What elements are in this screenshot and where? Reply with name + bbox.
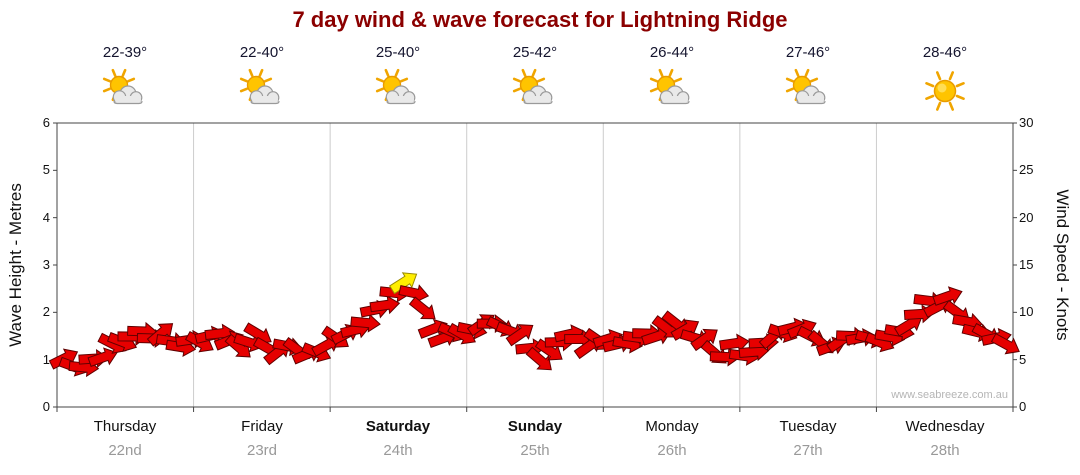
sun-cloud-icon bbox=[511, 68, 559, 116]
sun-cloud-icon bbox=[648, 68, 696, 116]
left-tick: 2 bbox=[42, 304, 50, 319]
right-tick: 30 bbox=[1019, 115, 1034, 130]
left-tick: 0 bbox=[42, 399, 50, 414]
left-tick: 5 bbox=[42, 162, 50, 177]
sun-icon bbox=[921, 68, 969, 116]
right-tick: 15 bbox=[1019, 257, 1034, 272]
left-tick: 4 bbox=[42, 210, 50, 225]
sun-cloud-icon bbox=[374, 68, 422, 116]
temp-range: 25-40° bbox=[375, 44, 421, 61]
day-name: Sunday bbox=[507, 418, 563, 435]
left-tick: 6 bbox=[42, 115, 50, 130]
day-name: Wednesday bbox=[905, 418, 985, 435]
temp-range: 22-39° bbox=[102, 44, 148, 61]
day-date: 24th bbox=[383, 442, 413, 459]
day-name: Tuesday bbox=[779, 418, 837, 435]
day-date: 28th bbox=[930, 442, 960, 459]
page-title: 7 day wind & wave forecast for Lightning… bbox=[292, 7, 788, 32]
sun-cloud-icon bbox=[238, 68, 286, 116]
temp-range: 22-40° bbox=[239, 44, 285, 61]
temp-range: 26-44° bbox=[649, 44, 695, 61]
right-tick: 20 bbox=[1019, 210, 1034, 225]
day-date: 26th bbox=[657, 442, 687, 459]
right-tick: 25 bbox=[1019, 162, 1034, 177]
right-tick: 0 bbox=[1019, 399, 1027, 414]
left-tick: 1 bbox=[42, 352, 50, 367]
temp-range: 25-42° bbox=[512, 44, 558, 61]
day-date: 27th bbox=[793, 442, 823, 459]
temp-range: 28-46° bbox=[922, 44, 968, 61]
day-name: Monday bbox=[645, 418, 699, 435]
temp-range: 27-46° bbox=[785, 44, 831, 61]
sun-cloud-icon bbox=[784, 68, 832, 116]
right-tick: 5 bbox=[1019, 352, 1027, 367]
day-date: 22nd bbox=[108, 442, 142, 459]
day-date: 25th bbox=[520, 442, 550, 459]
watermark: www.seabreeze.com.au bbox=[891, 389, 1008, 401]
sun-cloud-icon bbox=[101, 68, 149, 116]
day-name: Saturday bbox=[365, 418, 431, 435]
day-name: Thursday bbox=[93, 418, 157, 435]
day-name: Friday bbox=[241, 418, 283, 435]
left-tick: 3 bbox=[42, 257, 50, 272]
day-date: 23rd bbox=[246, 442, 278, 459]
right-tick: 10 bbox=[1019, 304, 1034, 319]
